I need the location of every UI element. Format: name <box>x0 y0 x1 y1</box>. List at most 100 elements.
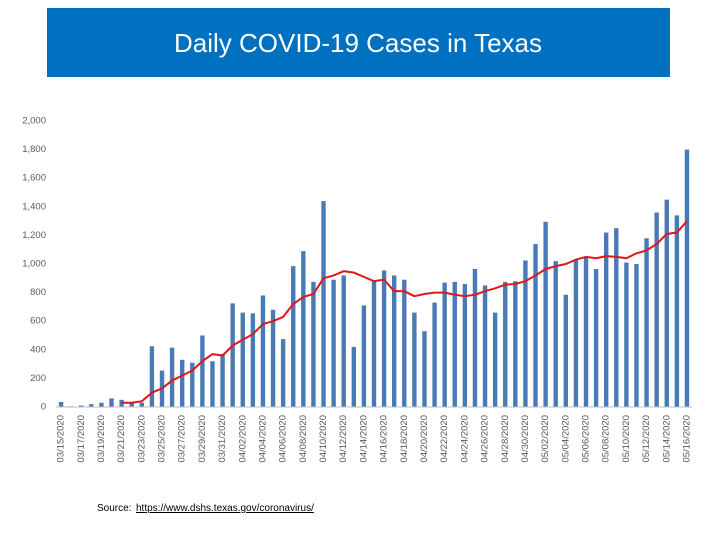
bar <box>432 302 437 407</box>
x-tick-label: 05/12/2020 <box>641 415 652 463</box>
source-label: Source: <box>97 503 131 514</box>
bar <box>109 398 114 407</box>
bar <box>99 402 104 407</box>
x-tick-label: 04/12/2020 <box>338 415 349 463</box>
bar <box>179 359 185 407</box>
y-tick-label: 1,400 <box>22 201 46 212</box>
y-tick-label: 200 <box>30 373 46 384</box>
bar <box>351 346 357 407</box>
bar <box>603 232 609 407</box>
bar <box>391 275 397 407</box>
x-tick-label: 03/15/2020 <box>56 415 67 463</box>
y-tick-label: 1,600 <box>22 173 46 184</box>
x-tick-label: 04/08/2020 <box>298 415 309 463</box>
bar <box>674 215 680 407</box>
x-tick-label: 04/16/2020 <box>379 415 390 463</box>
y-tick-label: 800 <box>30 287 46 298</box>
bar <box>220 354 225 407</box>
x-tick-label: 04/26/2020 <box>480 415 491 463</box>
x-tick-label: 05/08/2020 <box>601 415 612 463</box>
y-tick-label: 400 <box>30 344 46 355</box>
bar <box>190 362 195 407</box>
bar <box>664 199 669 407</box>
x-tick-label: 04/28/2020 <box>500 415 511 463</box>
bar <box>624 262 629 407</box>
y-tick-label: 1,000 <box>22 259 46 270</box>
x-tick-label: 05/06/2020 <box>581 415 592 463</box>
bar <box>79 405 84 407</box>
bar <box>402 279 407 407</box>
bar <box>381 270 387 407</box>
x-tick-label: 03/23/2020 <box>136 415 147 463</box>
bar <box>291 266 296 407</box>
title-banner <box>47 8 670 77</box>
bar <box>614 228 619 407</box>
bar <box>593 269 599 407</box>
bar <box>129 402 134 407</box>
y-tick-label: 600 <box>30 316 46 327</box>
bar <box>654 212 659 407</box>
x-tick-label: 03/29/2020 <box>197 415 208 463</box>
bar <box>634 264 639 407</box>
x-tick-label: 05/02/2020 <box>540 415 551 463</box>
bar <box>169 347 175 407</box>
x-tick-label: 03/21/2020 <box>116 415 127 463</box>
y-tick-label: 0 <box>41 402 46 413</box>
bar <box>503 281 508 407</box>
bar <box>492 312 498 407</box>
chart-title: Daily COVID-19 Cases in Texas <box>174 28 542 58</box>
x-tick-label: 05/04/2020 <box>560 415 571 463</box>
x-tick-label: 03/27/2020 <box>177 415 188 463</box>
bar <box>563 294 569 407</box>
bar <box>250 313 256 407</box>
bar <box>341 275 346 407</box>
x-tick-label: 05/14/2020 <box>661 415 672 463</box>
bar <box>371 281 377 407</box>
bar <box>684 149 690 407</box>
x-tick-label: 04/24/2020 <box>459 415 470 463</box>
x-tick-label: 05/10/2020 <box>621 415 632 463</box>
x-tick-label: 04/22/2020 <box>439 415 450 463</box>
x-tick-label: 05/16/2020 <box>681 415 692 463</box>
bar <box>543 221 548 407</box>
y-tick-label: 1,200 <box>22 230 46 241</box>
bar <box>523 260 528 407</box>
x-tick-label: 03/17/2020 <box>76 415 87 463</box>
x-tick-label: 04/04/2020 <box>257 415 268 463</box>
bar <box>462 284 468 407</box>
bar <box>311 281 316 407</box>
bar <box>553 261 558 407</box>
bar <box>412 312 417 407</box>
bar <box>280 339 286 407</box>
bar <box>230 303 235 407</box>
bar <box>472 269 478 407</box>
moving-average-line <box>121 220 688 404</box>
bar <box>422 331 427 407</box>
bar <box>452 281 457 407</box>
x-tick-label: 04/20/2020 <box>419 415 430 463</box>
x-tick-label: 04/06/2020 <box>278 415 289 463</box>
y-tick-label: 2,000 <box>22 116 46 127</box>
x-tick-label: 04/14/2020 <box>358 415 369 463</box>
source-url[interactable]: https://www.dshs.texas.gov/coronavirus/ <box>136 503 314 514</box>
bar <box>583 256 589 407</box>
bar <box>139 402 145 407</box>
bar <box>119 399 124 407</box>
bar <box>200 335 205 407</box>
bar <box>442 282 447 407</box>
bar <box>240 312 245 407</box>
bar <box>260 295 266 407</box>
bar <box>321 201 326 407</box>
source-link[interactable]: https://www.dshs.texas.gov/coronavirus/ <box>136 503 314 514</box>
bar <box>644 238 649 407</box>
x-tick-label: 04/18/2020 <box>399 415 410 463</box>
y-tick-label: 1,800 <box>22 144 46 155</box>
bar <box>270 309 276 407</box>
bar <box>301 251 306 407</box>
bar <box>58 401 64 407</box>
x-tick-label: 04/10/2020 <box>318 415 329 463</box>
x-tick-label: 04/30/2020 <box>520 415 531 463</box>
bar <box>513 281 518 407</box>
x-tick-label: 03/31/2020 <box>217 415 228 463</box>
